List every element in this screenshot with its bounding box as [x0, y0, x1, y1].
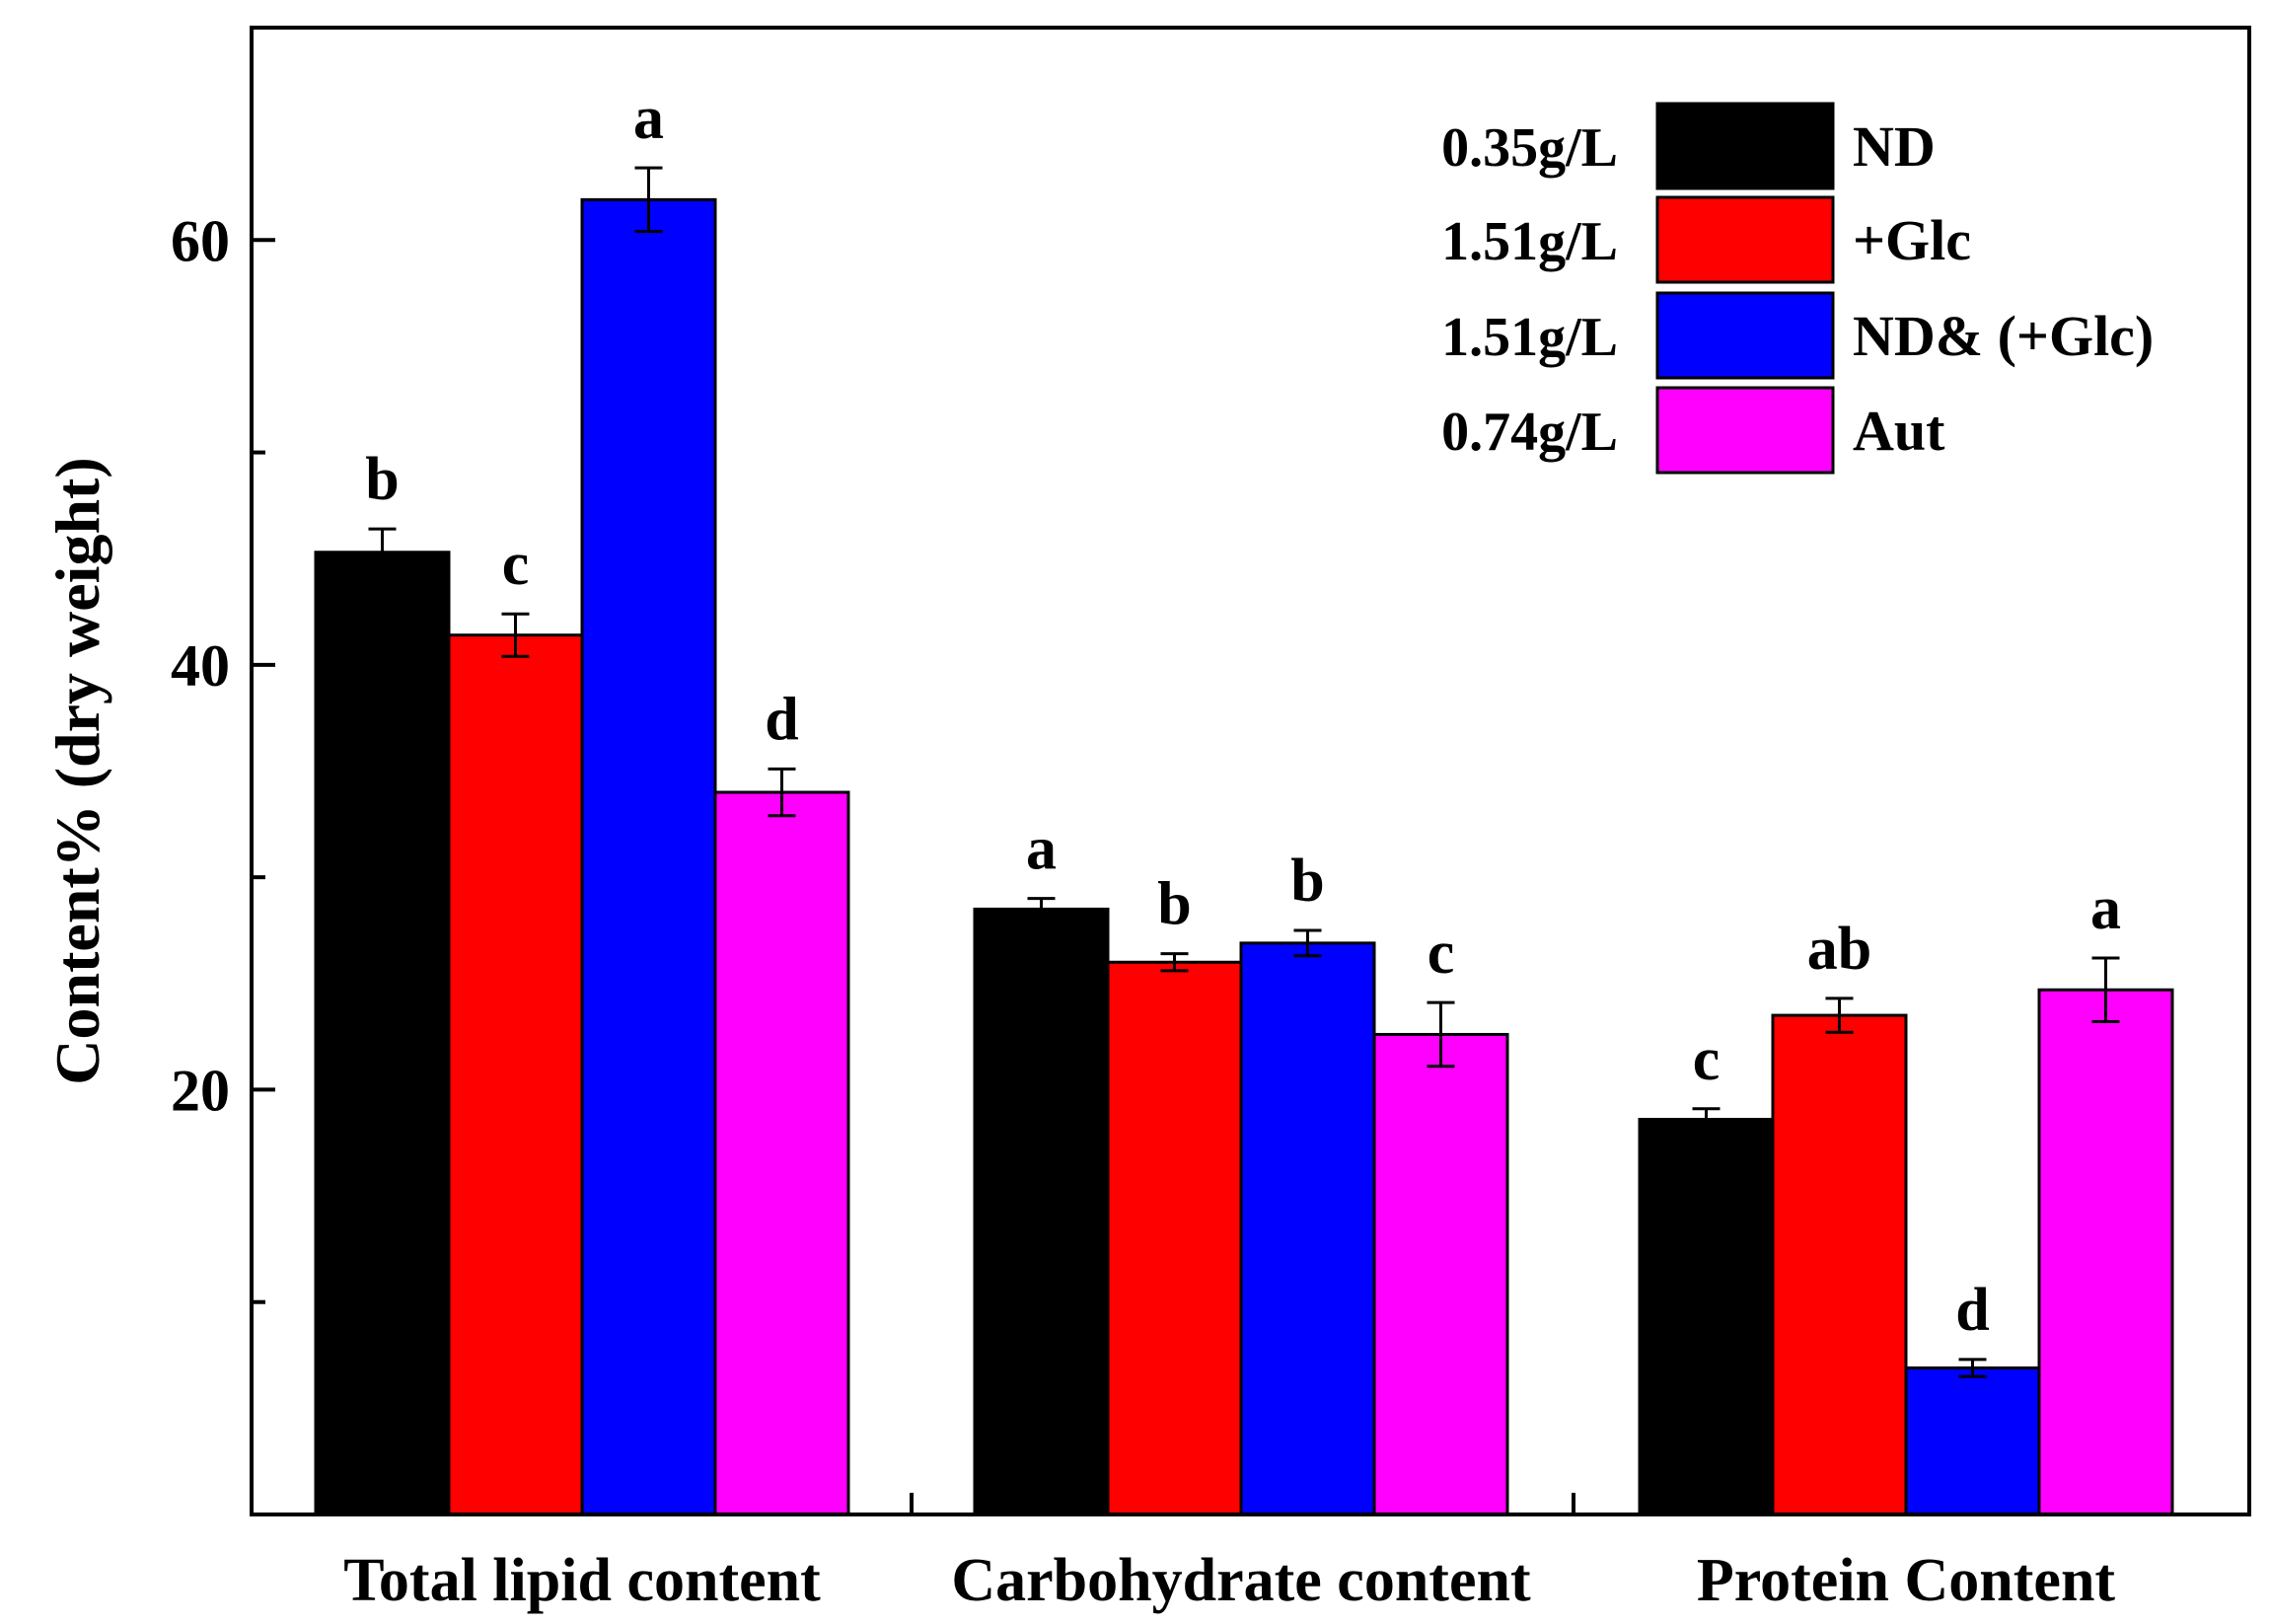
x-category-label-3: Protein Content	[1697, 1547, 2116, 1614]
legend-biomass-4: 0.74g/L	[1441, 402, 1618, 463]
bar-2-2	[1106, 960, 1243, 1516]
legend-swatch-3	[1655, 291, 1835, 380]
x-category-label-1: Total lipid content	[343, 1547, 821, 1614]
legend-label-2: +Glc	[1853, 208, 1971, 272]
significance-letter-3-2: ab	[1807, 916, 1871, 983]
significance-letter-3-1: c	[1693, 1026, 1721, 1093]
significance-letter-2-1: a	[1026, 816, 1057, 883]
bar-1-4	[713, 790, 850, 1516]
error-bars-layer	[368, 166, 2120, 1378]
plot-frame	[250, 26, 2251, 1516]
bar-3-3	[1904, 1366, 2041, 1516]
bar-3-2	[1771, 1013, 1908, 1516]
legend-biomass-3: 1.51g/L	[1441, 307, 1618, 368]
y-tick-label-60: 60	[171, 208, 230, 273]
x-category-label-2: Carbohydrate content	[951, 1547, 1531, 1614]
significance-letter-1-3: a	[633, 85, 664, 152]
legend-label-3: ND& (+Glc)	[1853, 304, 2154, 368]
bar-1-1	[314, 551, 451, 1516]
significance-letter-2-4: c	[1428, 920, 1455, 987]
significance-letter-1-4: d	[765, 686, 798, 753]
y-tick-label-40: 40	[171, 633, 230, 699]
legend-swatch-4	[1655, 386, 1835, 475]
significance-letter-1-2: c	[502, 531, 530, 598]
legend: 0.35g/L ND 1.51g/L +Glc 1.51g/L ND& (+Glc) 0.7…	[1441, 102, 2154, 475]
legend-label-1: ND	[1853, 114, 1936, 179]
legend-swatch-1	[1655, 102, 1835, 190]
bar-2-4	[1372, 1032, 1509, 1516]
axes-layer: Total lipid content Carbohydrate content P…	[42, 26, 2251, 1614]
legend-biomass-1: 0.35g/L	[1441, 117, 1618, 179]
bar-1-3	[580, 197, 717, 1516]
y-axis-label: Content% (dry weight)	[42, 457, 112, 1084]
bar-2-1	[973, 907, 1110, 1516]
legend-biomass-2: 1.51g/L	[1441, 211, 1618, 272]
bar-3-4	[2037, 988, 2174, 1516]
bar-1-2	[447, 633, 584, 1516]
significance-letter-2-2: b	[1157, 871, 1191, 938]
legend-swatch-2	[1655, 195, 1835, 284]
significance-letter-1-1: b	[365, 446, 399, 513]
legend-label-4: Aut	[1853, 399, 1945, 463]
significance-letter-2-3: b	[1290, 848, 1324, 915]
bar-3-1	[1638, 1118, 1775, 1516]
y-tick-label-20: 20	[171, 1058, 230, 1123]
bars-layer	[314, 197, 2174, 1516]
significance-letter-3-4: a	[2090, 875, 2121, 942]
bar-2-3	[1239, 941, 1376, 1516]
significance-letter-3-3: d	[1955, 1277, 1989, 1344]
